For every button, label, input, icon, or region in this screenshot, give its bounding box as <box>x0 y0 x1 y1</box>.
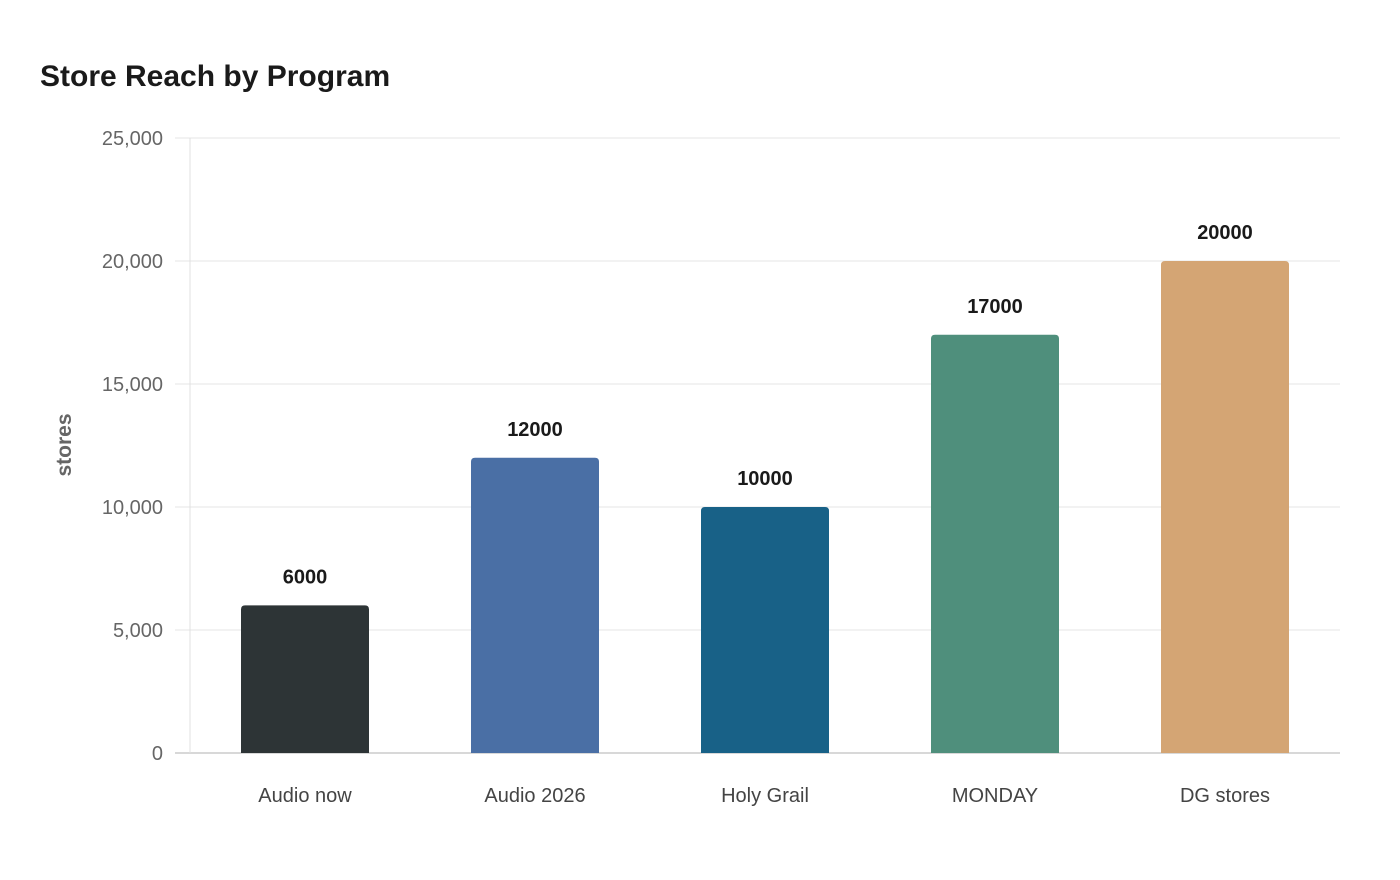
data-label: 12000 <box>507 419 563 441</box>
data-label: 6000 <box>283 566 328 588</box>
y-tick-label: 0 <box>152 743 163 765</box>
y-axis-label: stores <box>53 413 76 476</box>
bar <box>701 507 829 753</box>
y-tick-label: 5,000 <box>113 620 163 642</box>
y-tick-label: 25,000 <box>102 128 163 150</box>
data-label: 17000 <box>967 296 1023 318</box>
x-tick-label: MONDAY <box>952 785 1038 807</box>
bar <box>931 334 1059 753</box>
x-tick-label: Audio now <box>258 785 352 807</box>
y-tick-label: 15,000 <box>102 374 163 396</box>
x-tick-label: DG stores <box>1180 785 1270 807</box>
chart-title: Store Reach by Program <box>40 60 391 93</box>
data-label: 20000 <box>1197 222 1253 244</box>
x-tick-label: Holy Grail <box>721 785 809 807</box>
bar <box>241 605 369 753</box>
y-tick-label: 20,000 <box>102 251 163 273</box>
data-label: 10000 <box>737 468 793 490</box>
x-tick-label: Audio 2026 <box>484 785 585 807</box>
bar <box>1161 261 1289 753</box>
y-tick-label: 10,000 <box>102 497 163 519</box>
bar <box>471 457 599 753</box>
